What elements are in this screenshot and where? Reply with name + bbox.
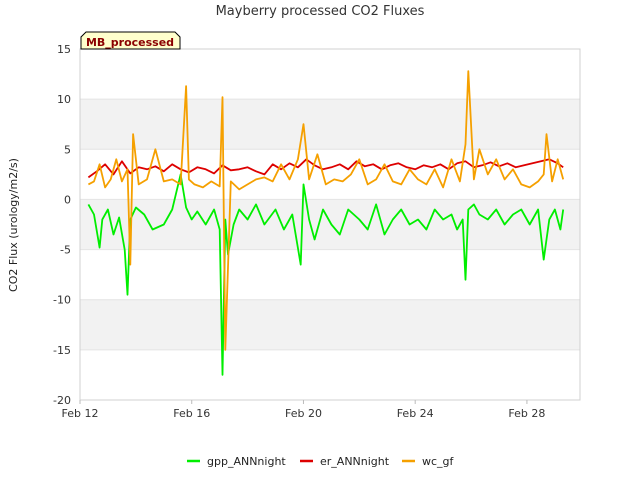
y-tick-label: 5: [64, 143, 71, 156]
legend-label: gpp_ANNnight: [207, 455, 286, 468]
legend-label: er_ANNnight: [320, 455, 390, 468]
y-tick-label: 0: [64, 193, 71, 206]
x-axis-ticks: Feb 12 Feb 16 Feb 20 Feb 24 Feb 28: [62, 400, 545, 420]
band-2: [80, 299, 580, 350]
series-line-wc_gf: [87, 70, 565, 351]
badge-label: MB_processed: [86, 36, 174, 49]
legend-item-wc_gf: wc_gf: [402, 455, 455, 468]
series-line-er_ANNnight: [87, 158, 564, 179]
background-bands: [80, 99, 580, 350]
y-tick-label: -15: [53, 344, 71, 357]
x-tick-label: Feb 12: [62, 407, 99, 420]
legend: gpp_ANNnight er_ANNnight wc_gf: [187, 455, 455, 468]
y-tick-label: -10: [53, 294, 71, 307]
y-tick-label: -20: [53, 394, 71, 407]
series-layer: [87, 70, 565, 376]
band-0: [80, 99, 580, 150]
legend-item-er_ANNnight: er_ANNnight: [300, 455, 390, 468]
y-tick-label: 15: [57, 43, 71, 56]
plot-frame: [79, 48, 581, 401]
x-tick-label: Feb 20: [285, 407, 322, 420]
y-axis-ticks: 15 10 5 0 -5 -10 -15 -20: [53, 43, 71, 407]
y-tick-label: 10: [57, 93, 71, 106]
legend-label: wc_gf: [422, 455, 455, 468]
chart-title: Mayberry processed CO2 Fluxes: [216, 4, 425, 19]
y-tick-label: -5: [60, 244, 71, 257]
x-tick-label: Feb 24: [397, 407, 434, 420]
y-axis-label: CO2 Flux (urology/m2/s): [7, 158, 20, 292]
series-line-gpp_ANNnight: [87, 173, 565, 376]
x-tick-label: Feb 28: [508, 407, 545, 420]
x-tick-label: Feb 16: [173, 407, 210, 420]
legend-item-gpp_ANNnight: gpp_ANNnight: [187, 455, 286, 468]
processing-badge: MB_processed: [80, 31, 181, 50]
badge-background: [80, 31, 181, 50]
